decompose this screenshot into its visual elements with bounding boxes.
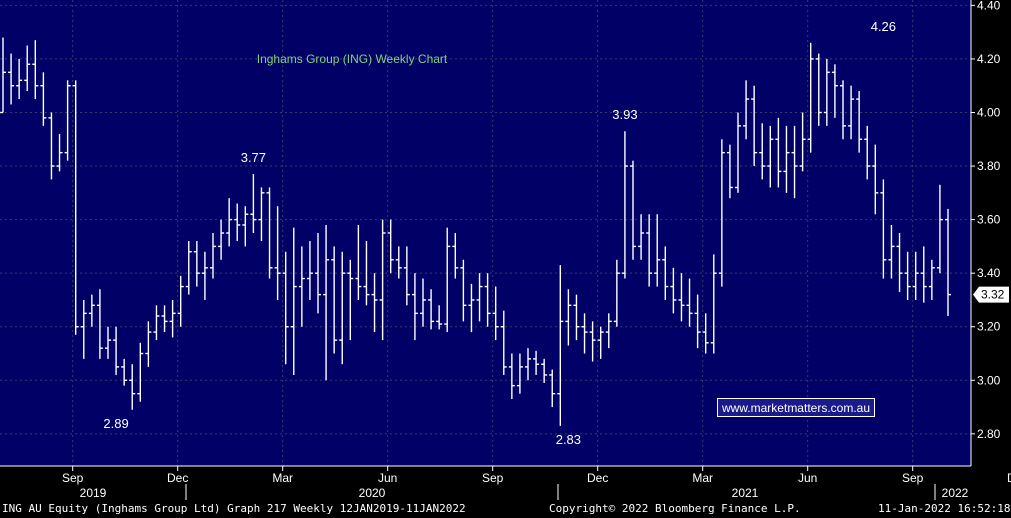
- security-description: ING AU Equity (Inghams Group Ltd) Graph …: [2, 502, 466, 515]
- x-tick-label: Dec: [1007, 471, 1011, 485]
- price-annotation: 3.93: [612, 107, 637, 122]
- price-annotation: 3.77: [241, 150, 266, 165]
- y-tick-label: 3.20: [977, 320, 1001, 334]
- x-tick-label: Mar: [692, 471, 713, 485]
- y-tick-label: 2.80: [977, 427, 1001, 441]
- x-tick-label: Dec: [167, 471, 188, 485]
- x-tick-label: Mar: [272, 471, 293, 485]
- x-year-label: 2019: [80, 486, 107, 500]
- copyright-text: Copyright© 2022 Bloomberg Finance L.P.: [549, 502, 801, 515]
- price-annotation: 2.83: [556, 432, 581, 447]
- y-tick-label: 4.40: [977, 0, 1001, 12]
- x-tick-label: Jun: [378, 471, 397, 485]
- timestamp-text: 11-Jan-2022 16:52:18: [878, 502, 1011, 515]
- last-price-label: 3.32: [981, 288, 1005, 302]
- y-tick-label: 3.80: [977, 159, 1001, 173]
- x-year-label: 2021: [732, 486, 759, 500]
- chart-title: Inghams Group (ING) Weekly Chart: [257, 52, 448, 66]
- y-tick-label: 3.60: [977, 213, 1001, 227]
- y-tick-label: 3.00: [977, 373, 1001, 387]
- x-tick-label: Sep: [902, 471, 924, 485]
- price-annotation: 4.26: [871, 19, 896, 34]
- watermark-link[interactable]: www.marketmatters.com.au: [717, 398, 875, 417]
- plot-area: [0, 0, 971, 466]
- y-tick-label: 4.00: [977, 105, 1001, 119]
- x-year-label: 2020: [359, 486, 386, 500]
- x-tick-label: Jun: [798, 471, 817, 485]
- y-tick-label: 4.20: [977, 52, 1001, 66]
- y-tick-label: 3.40: [977, 266, 1001, 280]
- price-annotation: 2.89: [103, 416, 128, 431]
- x-tick-label: Sep: [62, 471, 84, 485]
- last-price-tag: [973, 286, 1009, 303]
- x-year-label: 2022: [942, 486, 969, 500]
- x-tick-label: Dec: [587, 471, 608, 485]
- x-tick-label: Sep: [482, 471, 504, 485]
- chart-svg: 4.40 4.20 4.00 3.80 3.60 3.40 3.20 3.00 2.80 Sep D…: [0, 0, 1011, 500]
- bloomberg-footer: ING AU Equity (Inghams Group Ltd) Graph …: [0, 500, 1011, 518]
